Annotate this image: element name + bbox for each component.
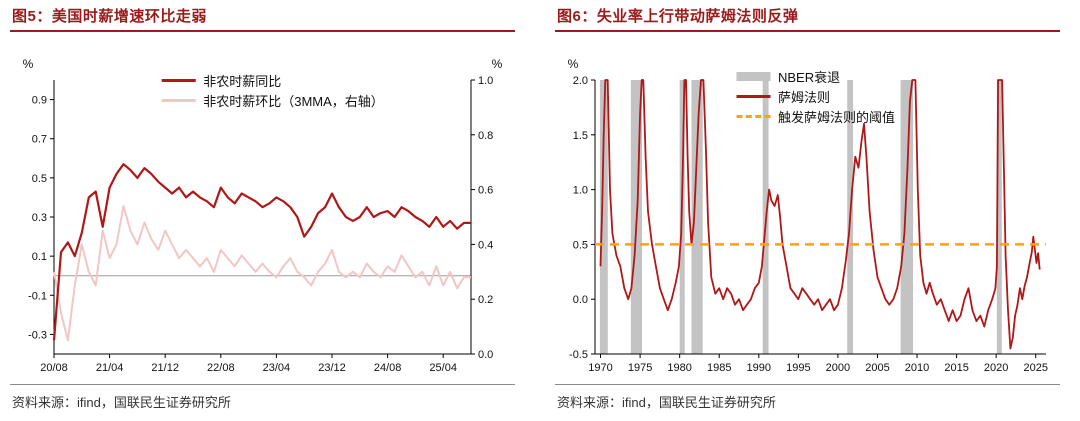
nber-recession-band bbox=[599, 80, 608, 354]
x-tick-label: 23/12 bbox=[318, 362, 346, 374]
legend-item-nber: NBER衰退 bbox=[735, 68, 895, 85]
x-tick-label: 2015 bbox=[944, 362, 968, 374]
x-tick-label: 2005 bbox=[865, 362, 889, 374]
left-tick-label: 0.7 bbox=[32, 134, 47, 146]
x-tick-label: 1990 bbox=[747, 362, 771, 374]
x-tick-label: 21/12 bbox=[151, 362, 179, 374]
x-tick-label: 2020 bbox=[984, 362, 1008, 374]
x-tick-label: 1970 bbox=[588, 362, 612, 374]
right-tick-label: 0.4 bbox=[478, 239, 493, 251]
yoy-line bbox=[52, 163, 471, 341]
chart5-title: 图5：美国时薪增速环比走弱 bbox=[10, 6, 515, 32]
left-tick-label: -0.1 bbox=[28, 290, 47, 302]
panel-sahm-rule: 图6：失业率上行带动萨姆法则反弹 2.0 1.5 1.0 0.5 0.0 -0.5 1970… bbox=[555, 6, 1060, 411]
left-tick-label: -0.3 bbox=[28, 329, 47, 341]
y-tick-label: 0.0 bbox=[573, 294, 588, 306]
chart6-area: 2.0 1.5 1.0 0.5 0.0 -0.5 1970 1975 1980 1985 1990 1… bbox=[555, 32, 1060, 384]
legend-item-sahm: 萨姆法则 bbox=[735, 88, 895, 105]
x-tick-label: 1980 bbox=[667, 362, 691, 374]
left-tick-label: 0.3 bbox=[32, 212, 47, 224]
recession-band-swatch-icon bbox=[735, 71, 770, 81]
left-tick-label: 0.1 bbox=[32, 251, 47, 263]
legend-label-nber: NBER衰退 bbox=[777, 69, 841, 85]
x-tick-label: 20/08 bbox=[40, 362, 68, 374]
yoy-line-swatch-icon bbox=[161, 78, 196, 82]
chart6-legend: NBER衰退 萨姆法则 触发萨姆法则的阈值 bbox=[735, 68, 896, 125]
nber-recession-band bbox=[691, 80, 703, 354]
legend-item-mom: 非农时薪环比（3MMA，右轴） bbox=[161, 92, 384, 109]
x-tick-label: 1985 bbox=[707, 362, 731, 374]
x-tick-label: 2010 bbox=[905, 362, 929, 374]
legend-item-yoy: 非农时薪同比 bbox=[161, 72, 384, 89]
right-tick-label: 1.0 bbox=[478, 75, 493, 87]
chart6-title: 图6：失业率上行带动萨姆法则反弹 bbox=[555, 6, 1060, 32]
y-tick-label: 0.5 bbox=[573, 239, 588, 251]
x-tick-label: 24/08 bbox=[374, 362, 402, 374]
wage-growth-chart: 0.9 0.7 0.5 0.3 0.1 -0.1 -0.3 1.0 0.8 0.6 0.4 0.2 0.… bbox=[23, 57, 503, 374]
right-tick-label: 0.2 bbox=[478, 294, 493, 306]
x-tick-label: 21/04 bbox=[96, 362, 124, 374]
legend-label-yoy: 非农时薪同比 bbox=[203, 73, 282, 89]
y-tick-label: 1.5 bbox=[573, 130, 588, 142]
right-tick-label: 0.6 bbox=[478, 185, 493, 197]
x-tick-label: 23/04 bbox=[263, 362, 291, 374]
x-tick-label: 1995 bbox=[786, 362, 810, 374]
x-tick-label: 2000 bbox=[826, 362, 850, 374]
chart5-legend: 非农时薪同比 非农时薪环比（3MMA，右轴） bbox=[161, 72, 384, 109]
sahm-rule-line bbox=[599, 79, 1041, 350]
sahm-line-swatch-icon bbox=[735, 94, 770, 98]
threshold-line-swatch-icon bbox=[735, 114, 770, 118]
two-chart-layout: 图5：美国时薪增速环比走弱 0.9 0.7 0.5 0.3 0.1 -0.1 -0.3 1.0… bbox=[10, 6, 1060, 411]
nber-recession-band bbox=[996, 80, 1002, 354]
legend-item-threshold: 触发萨姆法则的阈值 bbox=[735, 108, 896, 125]
right-tick-label: 0.8 bbox=[478, 130, 493, 142]
left-tick-label: 0.9 bbox=[32, 95, 47, 107]
y-axis-unit: % bbox=[568, 57, 579, 71]
y-tick-label: 1.0 bbox=[573, 185, 588, 197]
x-tick-label: 1975 bbox=[628, 362, 652, 374]
legend-label-mom: 非农时薪环比（3MMA，右轴） bbox=[203, 93, 384, 109]
chart6-source: 资料来源：ifind，国联民生证券研究所 bbox=[555, 384, 1060, 411]
right-axis-unit: % bbox=[492, 57, 503, 71]
y-tick-label: -0.5 bbox=[569, 349, 588, 361]
chart5-area: 0.9 0.7 0.5 0.3 0.1 -0.1 -0.3 1.0 0.8 0.6 0.4 0.2 0.… bbox=[10, 32, 515, 384]
legend-label-sahm: 萨姆法则 bbox=[777, 89, 831, 105]
legend-label-threshold: 触发萨姆法则的阈值 bbox=[777, 109, 896, 125]
panel-wage-growth: 图5：美国时薪增速环比走弱 0.9 0.7 0.5 0.3 0.1 -0.1 -0.3 1.0… bbox=[10, 6, 515, 411]
x-tick-label: 25/04 bbox=[429, 362, 457, 374]
mom-line-swatch-icon bbox=[161, 98, 196, 102]
y-tick-label: 2.0 bbox=[573, 75, 588, 87]
nber-recession-band bbox=[900, 80, 914, 354]
chart5-source: 资料来源：ifind，国联民生证券研究所 bbox=[10, 384, 515, 411]
right-tick-label: 0.0 bbox=[478, 349, 493, 361]
x-tick-label: 22/08 bbox=[207, 362, 235, 374]
mom-3mma-line bbox=[53, 205, 471, 342]
left-axis-unit: % bbox=[23, 57, 34, 71]
x-tick-label: 2025 bbox=[1023, 362, 1047, 374]
left-tick-label: 0.5 bbox=[32, 173, 47, 185]
